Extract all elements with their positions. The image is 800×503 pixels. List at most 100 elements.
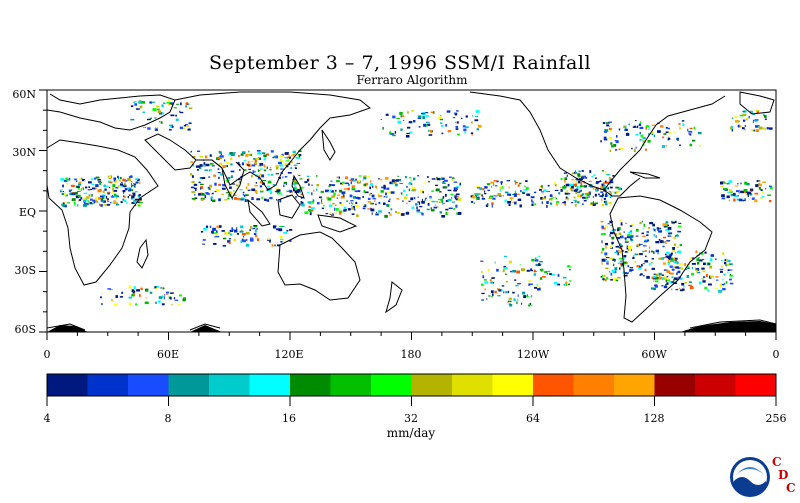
rain-cell: [351, 213, 355, 215]
rain-cell: [230, 170, 235, 173]
rain-cell: [116, 203, 119, 206]
rain-cell: [508, 204, 511, 206]
rain-cell: [628, 248, 631, 251]
rain-cell: [244, 199, 247, 202]
rain-cell: [441, 177, 445, 180]
rain-cell: [628, 245, 632, 248]
rain-cell: [389, 198, 391, 200]
rain-cell: [494, 290, 497, 294]
rain-cell: [77, 187, 80, 190]
rain-cell: [138, 198, 142, 201]
rain-cell: [226, 165, 228, 167]
rain-cell: [260, 168, 263, 170]
rain-cell: [343, 209, 347, 212]
rain-cell: [84, 198, 88, 201]
rain-cell: [405, 176, 407, 179]
rain-cell: [105, 195, 108, 199]
rain-cell: [663, 257, 667, 259]
rain-cell: [257, 169, 260, 172]
rain-cell: [677, 270, 681, 274]
rain-cell: [405, 194, 408, 196]
rain-cell: [635, 146, 637, 149]
rain-cell: [600, 140, 602, 143]
rain-cell: [627, 235, 631, 238]
rain-cell: [161, 104, 164, 108]
rain-cell: [253, 158, 256, 160]
rain-cell: [124, 195, 127, 199]
rain-cell: [508, 186, 510, 189]
rain-cell: [541, 187, 544, 189]
rain-cell: [400, 114, 403, 118]
rain-cell: [392, 115, 396, 119]
rain-cell: [666, 277, 669, 281]
rain-cell: [640, 134, 644, 138]
rain-cell: [431, 190, 434, 192]
rain-cell: [416, 206, 418, 210]
rain-cell: [133, 101, 137, 103]
rain-cell: [557, 274, 560, 277]
rain-cell: [530, 295, 533, 298]
rain-cell: [599, 180, 601, 182]
rain-cell: [526, 193, 531, 196]
rain-cell: [522, 192, 525, 195]
rain-cell: [651, 267, 655, 270]
rain-cell: [210, 198, 212, 202]
rain-cell: [709, 258, 713, 262]
rain-cell: [569, 280, 572, 282]
rain-cell: [294, 167, 298, 170]
rain-cell: [643, 245, 647, 247]
rain-cell: [297, 154, 299, 157]
rain-cell: [726, 195, 730, 199]
rain-cell: [137, 203, 141, 205]
rain-cell: [274, 191, 278, 193]
rain-cell: [457, 198, 462, 201]
rain-cell: [335, 208, 339, 211]
rain-cell: [604, 259, 608, 261]
rain-cell: [217, 157, 221, 160]
rain-cell: [371, 194, 375, 198]
rain-cell: [624, 261, 627, 265]
rain-cell: [614, 267, 618, 271]
rain-cell: [139, 105, 143, 109]
lat-label-30n: 30N: [12, 146, 36, 159]
rain-cell: [76, 186, 80, 188]
rain-cell: [173, 107, 177, 109]
rain-cell: [304, 211, 309, 214]
rain-cell: [729, 278, 732, 281]
rain-cell: [670, 252, 673, 255]
rain-cell: [237, 197, 241, 201]
rain-cell: [512, 291, 515, 294]
rain-cell: [618, 148, 621, 151]
rain-cell: [121, 181, 123, 183]
rain-cell: [666, 251, 670, 255]
rain-cell: [688, 281, 692, 284]
rain-cell: [280, 241, 283, 243]
rain-cell: [765, 188, 767, 190]
rain-cell: [127, 178, 131, 182]
rain-cell: [375, 213, 379, 216]
rain-cell: [130, 183, 132, 185]
rain-cell: [267, 238, 271, 241]
rain-cell: [68, 189, 72, 191]
rain-cell: [227, 176, 231, 180]
colorbar-swatch: [371, 374, 412, 396]
rain-cell: [354, 190, 359, 193]
axis-ticks: [39, 89, 777, 340]
rain-cell: [625, 239, 627, 242]
rain-cell: [93, 177, 97, 180]
rain-cell: [492, 197, 496, 200]
rain-cell: [124, 180, 126, 183]
rain-cell: [743, 128, 746, 131]
rain-cell: [644, 239, 647, 242]
rain-cell: [609, 127, 612, 130]
rain-cell: [473, 202, 475, 204]
rain-cell: [293, 179, 297, 183]
rain-cell: [491, 277, 495, 279]
rain-cell: [661, 274, 664, 276]
rain-cell: [112, 187, 114, 191]
rain-cell: [363, 183, 367, 187]
rain-cell: [678, 222, 682, 224]
rain-cell: [254, 170, 256, 173]
rain-cell: [385, 192, 387, 196]
rain-cell: [574, 172, 578, 174]
